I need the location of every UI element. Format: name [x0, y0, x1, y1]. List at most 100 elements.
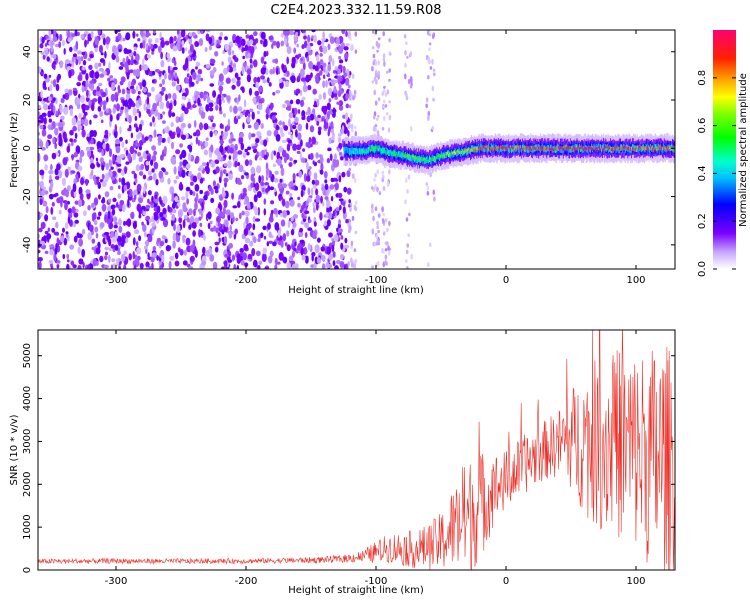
- spectrogram-noise-cell: [345, 30, 348, 37]
- spectrogram-signal-cell: [391, 151, 393, 159]
- spectrogram-faint-cell: [371, 209, 374, 214]
- spectrogram-noise-cell: [337, 133, 342, 137]
- spectrogram-signal-cell: [419, 155, 421, 159]
- spectrogram-signal-cell: [456, 150, 458, 154]
- spectrogram-noise-cell: [54, 247, 58, 255]
- spectrogram-noise-cell: [104, 134, 109, 139]
- spectrogram-noise-cell: [124, 166, 127, 175]
- spectrogram-noise-cell: [249, 58, 253, 64]
- spectrogram-noise-cell: [90, 69, 95, 79]
- spectrogram-noise-cell: [201, 255, 207, 263]
- spectrogram-noise-cell: [44, 49, 49, 55]
- spectrogram-signal-cell: [601, 148, 604, 152]
- spectrogram-noise-cell: [194, 249, 198, 258]
- x-tick-label: 0: [503, 275, 509, 286]
- spectrogram-noise-cell: [298, 170, 303, 178]
- spectrogram-noise-cell: [339, 204, 342, 211]
- spectrogram-signal-cell: [424, 157, 426, 160]
- spectrogram-faint-cell: [349, 35, 352, 41]
- spectrogram-noise-cell: [117, 251, 121, 255]
- spectrogram-noise-cell: [343, 186, 348, 193]
- spectrogram-noise-cell: [118, 225, 123, 233]
- spectrogram-noise-cell: [88, 99, 92, 108]
- spectrogram-noise-cell: [162, 120, 166, 124]
- spectrogram-noise-cell: [301, 44, 305, 50]
- spectrogram-noise-cell: [228, 155, 232, 160]
- spectrogram-faint-cell: [387, 245, 390, 251]
- spectrogram-noise-cell: [152, 79, 155, 84]
- y-tick-label: 5000: [22, 343, 33, 368]
- spectrogram-noise-cell: [338, 82, 342, 90]
- spectrogram-signal-cell: [515, 145, 517, 152]
- spectrogram-noise-cell: [258, 175, 262, 184]
- spectrogram-noise-cell: [154, 68, 160, 73]
- spectrogram-noise-cell: [272, 92, 276, 96]
- spectrogram-noise-cell: [198, 208, 202, 215]
- spectrogram-noise-cell: [321, 263, 326, 269]
- spectrogram-noise-cell: [231, 84, 236, 90]
- spectrogram-signal-cell: [470, 148, 472, 152]
- spectrogram-noise-cell: [77, 246, 81, 255]
- spectrogram-noise-cell: [75, 40, 79, 50]
- spectrogram-noise-cell: [48, 30, 52, 37]
- spectrogram-noise-cell: [47, 227, 50, 232]
- spectrogram-noise-cell: [203, 234, 206, 241]
- spectrogram-faint-cell: [372, 53, 376, 59]
- spectrogram-signal-cell: [622, 146, 624, 154]
- spectrogram-noise-cell: [45, 35, 49, 39]
- y-tick-label: 40: [22, 45, 33, 58]
- spectrogram-signal-cell: [613, 147, 616, 151]
- spectrogram-noise-cell: [321, 254, 326, 262]
- spectrogram-noise-cell: [197, 68, 203, 75]
- spectrogram-noise-cell: [131, 80, 135, 88]
- spectrogram-noise-cell: [248, 159, 253, 166]
- spectrogram-signal-cell: [620, 146, 622, 150]
- spectrogram-signal-cell: [490, 147, 492, 151]
- spectrogram-signal-cell: [604, 146, 606, 149]
- spectrogram-noise-cell: [73, 190, 77, 198]
- spectrogram-noise-cell: [345, 103, 350, 109]
- spectrogram-noise-cell: [215, 104, 219, 111]
- spectrogram-noise-cell: [124, 106, 129, 115]
- spectrogram-signal-cell: [388, 150, 390, 154]
- spectrogram-noise-cell: [153, 214, 159, 221]
- spectrogram-signal-cell: [490, 143, 493, 150]
- spectrogram-noise-cell: [348, 199, 352, 204]
- spectrogram-noise-cell: [74, 132, 78, 139]
- spectrogram-signal-cell: [447, 151, 449, 155]
- spectrogram-signal-cell: [351, 149, 353, 153]
- spectrogram-noise-cell: [284, 200, 290, 209]
- spectrogram-signal-cell: [445, 152, 447, 155]
- spectrogram-noise-cell: [257, 110, 260, 115]
- spectrogram-signal-cell: [528, 147, 530, 151]
- spectrogram-signal-cell: [653, 147, 656, 150]
- spectrogram-noise-cell: [244, 262, 249, 268]
- spectrogram-noise-cell: [293, 247, 297, 252]
- spectrogram-noise-cell: [175, 126, 180, 134]
- spectrogram-signal-cell: [394, 149, 396, 156]
- spectrogram-signal-cell: [483, 145, 485, 149]
- spectrogram-noise-cell: [71, 117, 77, 126]
- spectrogram-noise-cell: [235, 217, 239, 222]
- spectrogram-signal-cell: [535, 148, 537, 151]
- spectrogram-noise-cell: [195, 129, 201, 137]
- spectrogram-noise-cell: [253, 194, 258, 203]
- spectrogram-noise-cell: [251, 111, 255, 120]
- spectrogram-noise-cell: [67, 201, 70, 205]
- spectrogram-noise-cell: [242, 55, 246, 60]
- spectrogram-signal-cell: [581, 146, 584, 150]
- spectrogram-faint-cell: [377, 260, 380, 267]
- spectrogram-noise-cell: [314, 100, 317, 108]
- spectrogram-signal-cell: [374, 146, 376, 149]
- spectrogram-signal-cell: [629, 146, 631, 149]
- spectrogram-noise-cell: [321, 40, 325, 48]
- spectrogram-signal-cell: [517, 145, 519, 149]
- spectrogram-noise-cell: [163, 72, 167, 80]
- spectrogram-signal-cell: [410, 156, 413, 159]
- spectrogram-signal-cell: [462, 148, 464, 152]
- spectrogram-noise-cell: [188, 135, 193, 139]
- spectrogram-signal-cell: [638, 145, 640, 148]
- spectrogram-signal-cell: [476, 147, 478, 151]
- spectrogram-noise-cell: [72, 87, 77, 91]
- spectrogram-noise-cell: [270, 200, 275, 205]
